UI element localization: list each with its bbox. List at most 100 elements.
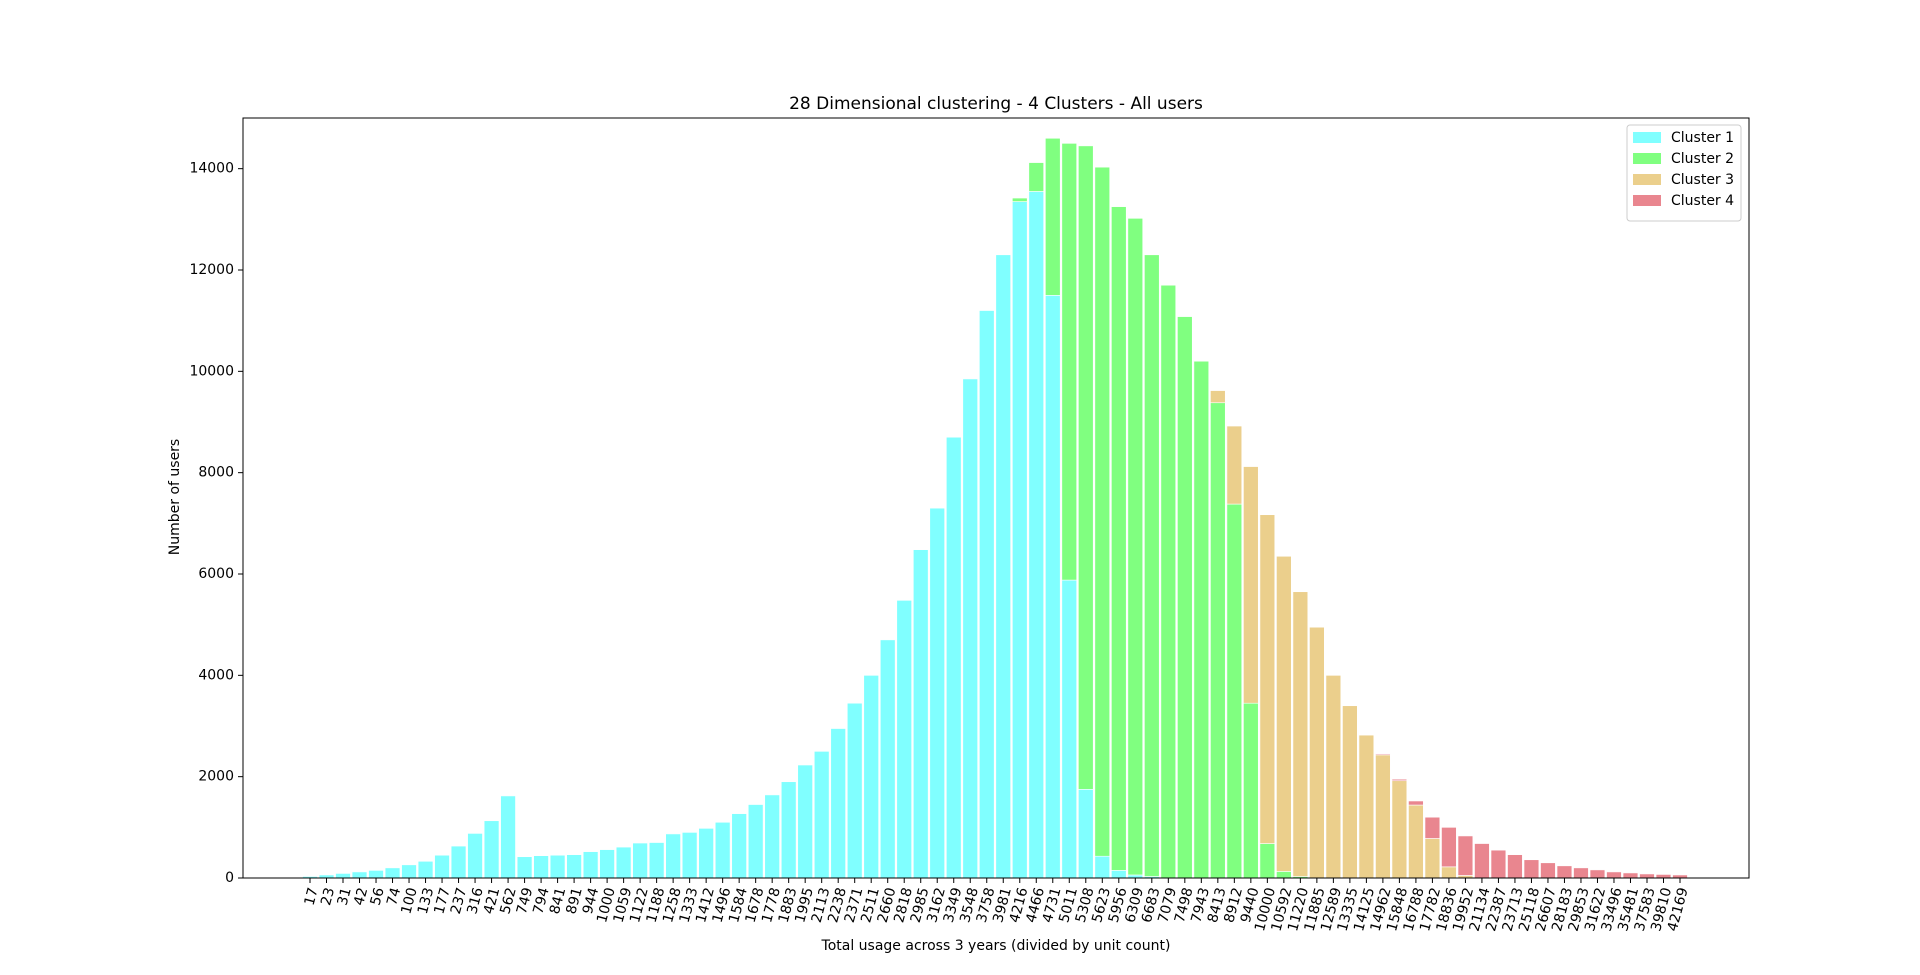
bar bbox=[714, 821, 731, 879]
bar bbox=[632, 842, 648, 879]
bar bbox=[1375, 754, 1391, 879]
bar bbox=[1556, 865, 1573, 879]
bar bbox=[417, 860, 434, 879]
bar bbox=[1292, 591, 1309, 877]
bar bbox=[1028, 191, 1044, 879]
bar bbox=[830, 728, 846, 879]
bar bbox=[1078, 145, 1094, 790]
bar bbox=[1111, 870, 1127, 879]
bar bbox=[1094, 166, 1111, 857]
x-tick-label: 31 bbox=[335, 886, 355, 907]
bar bbox=[582, 851, 599, 879]
bar bbox=[1028, 162, 1044, 192]
bar bbox=[368, 870, 384, 879]
bar bbox=[533, 855, 549, 879]
y-tick-label: 8000 bbox=[198, 465, 234, 481]
bar bbox=[1408, 804, 1424, 879]
bar bbox=[946, 436, 962, 879]
bar bbox=[929, 507, 945, 879]
bar bbox=[1210, 402, 1226, 879]
bar bbox=[1391, 778, 1408, 782]
bar bbox=[599, 849, 615, 879]
chart-title: 28 Dimensional clustering - 4 Clusters -… bbox=[789, 94, 1203, 114]
bar bbox=[1160, 284, 1177, 879]
bar bbox=[1309, 626, 1325, 879]
bar bbox=[1111, 206, 1127, 871]
bar bbox=[549, 854, 566, 879]
bar bbox=[995, 254, 1011, 879]
bar bbox=[1523, 859, 1540, 879]
bar bbox=[351, 871, 368, 879]
bar bbox=[483, 820, 500, 879]
bar bbox=[566, 854, 582, 879]
bar bbox=[665, 833, 681, 879]
bar bbox=[1078, 789, 1094, 879]
legend-label: Cluster 2 bbox=[1671, 151, 1734, 167]
bar bbox=[731, 813, 747, 879]
bar bbox=[1259, 843, 1276, 879]
bar bbox=[1325, 675, 1342, 879]
bar bbox=[1507, 854, 1523, 879]
x-tick-label: 74 bbox=[384, 886, 404, 907]
x-tick-label: 749 bbox=[514, 886, 536, 916]
bar bbox=[516, 856, 533, 879]
bar bbox=[1424, 838, 1441, 879]
bar bbox=[1441, 827, 1457, 868]
bar bbox=[648, 842, 665, 879]
x-tick-label: 891 bbox=[563, 886, 585, 916]
x-tick-label: 42 bbox=[351, 886, 371, 907]
x-tick-label: 841 bbox=[547, 886, 569, 916]
x-tick-label: 562 bbox=[497, 886, 519, 916]
bar bbox=[1639, 873, 1655, 879]
x-tick-label: 56 bbox=[368, 886, 388, 907]
bar bbox=[863, 675, 879, 879]
bar bbox=[1061, 579, 1078, 879]
bar bbox=[1226, 425, 1243, 505]
bar bbox=[1177, 316, 1193, 879]
bar bbox=[1391, 780, 1408, 879]
legend-swatch bbox=[1633, 195, 1661, 206]
x-tick-label: 17 bbox=[302, 886, 322, 907]
bar bbox=[1012, 197, 1028, 202]
bar bbox=[1144, 254, 1160, 877]
bar bbox=[698, 828, 714, 879]
legend-label: Cluster 4 bbox=[1671, 193, 1734, 209]
bar bbox=[1094, 855, 1111, 879]
bar bbox=[1490, 849, 1507, 879]
bar bbox=[467, 833, 483, 879]
bar bbox=[335, 873, 351, 879]
x-tick-label: 177 bbox=[431, 886, 453, 916]
legend-swatch bbox=[1633, 174, 1661, 185]
bar bbox=[1573, 867, 1589, 879]
x-tick-label: 316 bbox=[464, 886, 486, 916]
y-tick-label: 4000 bbox=[198, 667, 234, 683]
bar bbox=[896, 600, 912, 879]
bar bbox=[1276, 555, 1292, 872]
bar bbox=[1012, 201, 1028, 879]
bar bbox=[1655, 874, 1672, 879]
bar bbox=[1193, 360, 1210, 879]
bar bbox=[813, 751, 830, 879]
y-tick-label: 6000 bbox=[198, 566, 234, 582]
y-tick-label: 2000 bbox=[198, 769, 234, 785]
y-tick-label: 12000 bbox=[189, 262, 234, 278]
bar bbox=[1474, 843, 1490, 879]
bar bbox=[1342, 705, 1358, 879]
bar bbox=[764, 794, 780, 879]
x-tick-label: 133 bbox=[415, 886, 437, 916]
bar bbox=[1441, 866, 1457, 879]
bar bbox=[1259, 514, 1276, 844]
bar bbox=[780, 781, 797, 879]
bar bbox=[1408, 800, 1424, 806]
plot-frame bbox=[242, 117, 1750, 879]
x-tick-label: 237 bbox=[448, 886, 470, 916]
bar bbox=[1243, 466, 1259, 704]
y-tick-label: 0 bbox=[225, 870, 234, 886]
x-tick-label: 421 bbox=[481, 886, 503, 916]
bar bbox=[747, 804, 764, 879]
y-tick-label: 14000 bbox=[189, 161, 234, 177]
bar bbox=[979, 310, 995, 879]
bar bbox=[846, 702, 863, 879]
bar bbox=[1210, 390, 1226, 404]
